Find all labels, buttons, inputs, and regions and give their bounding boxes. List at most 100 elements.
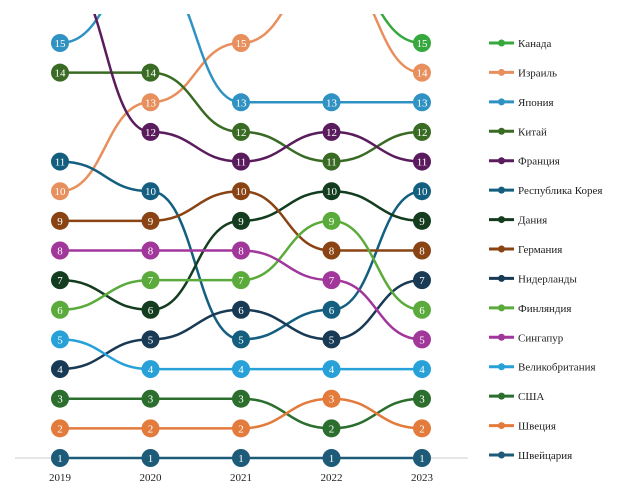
data-point-marker xyxy=(322,419,341,438)
data-point-marker xyxy=(413,211,431,230)
data-label: 9 xyxy=(238,216,244,228)
data-point: 5 xyxy=(413,330,431,349)
legend-item: Франция xyxy=(489,156,560,168)
data-point: 7 xyxy=(413,271,431,290)
legend-item: Дания xyxy=(489,215,547,227)
data-label: 12 xyxy=(145,127,156,139)
data-label: 1 xyxy=(329,453,335,465)
data-label: 8 xyxy=(419,246,425,258)
data-label: 13 xyxy=(326,97,338,109)
data-point-marker xyxy=(232,211,250,230)
data-point: 1 xyxy=(322,449,341,467)
series-lines xyxy=(59,14,423,460)
data-point: 6 xyxy=(413,300,431,319)
series-line xyxy=(60,71,423,163)
data-point: 2 xyxy=(51,419,69,438)
data-point: 13 xyxy=(322,93,341,112)
legend-item: Великобритания xyxy=(489,362,596,374)
data-point-marker xyxy=(322,211,341,230)
data-point-marker xyxy=(51,330,69,349)
legend-label: Франция xyxy=(518,156,560,168)
data-label: 1 xyxy=(148,453,154,465)
legend-item: Швеция xyxy=(489,421,556,433)
data-point: 2 xyxy=(141,419,160,438)
legend-label: Дания xyxy=(518,215,547,227)
data-point: 7 xyxy=(232,271,250,290)
data-label: 1 xyxy=(419,453,425,465)
data-label: 10 xyxy=(55,186,67,198)
series-line xyxy=(59,219,423,312)
data-point: 8 xyxy=(413,241,431,260)
legend-dot xyxy=(498,98,505,106)
data-point-marker xyxy=(232,241,250,260)
series-line xyxy=(380,14,423,45)
data-label: 4 xyxy=(148,364,154,376)
data-point: 9 xyxy=(322,211,341,230)
data-label: 5 xyxy=(419,334,425,346)
data-point: 8 xyxy=(232,241,250,260)
data-point: 3 xyxy=(413,389,431,408)
data-point-marker xyxy=(232,182,250,201)
legend-dot xyxy=(498,363,505,371)
series-line xyxy=(60,397,423,430)
data-label: 7 xyxy=(329,275,335,287)
data-label: 3 xyxy=(419,394,425,406)
data-point-marker xyxy=(141,449,160,467)
data-point-marker xyxy=(51,34,69,52)
data-label: 15 xyxy=(417,38,429,50)
legend-item: Республика Корея xyxy=(489,185,603,197)
data-label: 14 xyxy=(145,68,157,80)
data-label: 14 xyxy=(417,68,429,80)
data-label: 7 xyxy=(238,275,244,287)
data-point: 5 xyxy=(51,330,69,349)
legend-label: Япония xyxy=(518,97,554,109)
data-point: 6 xyxy=(322,300,341,319)
data-point-marker xyxy=(322,122,341,141)
legend-label: Германия xyxy=(518,244,562,256)
legend-dot xyxy=(498,216,505,224)
data-point-marker xyxy=(413,419,431,438)
data-label: 13 xyxy=(145,97,157,109)
data-point: 9 xyxy=(141,211,160,230)
data-point-marker xyxy=(413,389,431,408)
data-point: 11 xyxy=(413,152,431,171)
data-point-marker xyxy=(51,211,69,230)
data-label: 7 xyxy=(148,275,154,287)
data-point-marker xyxy=(413,34,431,52)
legend: Канада Израиль Япония Китай Франция Республик… xyxy=(489,38,603,462)
legend-dot xyxy=(498,186,505,194)
legend-label: Великобритания xyxy=(518,362,596,374)
legend-dot xyxy=(498,68,505,76)
data-label: 6 xyxy=(238,305,244,317)
series-line xyxy=(93,14,423,163)
data-point: 1 xyxy=(51,449,69,467)
legend-dot xyxy=(498,274,505,282)
data-point: 10 xyxy=(232,182,250,201)
legend-item: Германия xyxy=(489,244,562,256)
data-point: 13 xyxy=(141,93,160,112)
data-point: 9 xyxy=(51,211,69,230)
legend-item: Нидерланды xyxy=(489,273,578,285)
data-label: 6 xyxy=(148,305,154,317)
series-line xyxy=(59,14,422,104)
data-point-marker xyxy=(413,122,431,141)
data-point: 10 xyxy=(51,182,69,201)
data-point-marker xyxy=(232,122,250,141)
data-point-marker xyxy=(232,300,250,319)
legend-label: Республика Корея xyxy=(518,185,603,197)
data-label: 6 xyxy=(57,305,63,317)
data-point-marker xyxy=(413,360,431,379)
data-label: 7 xyxy=(419,275,425,287)
data-label: 11 xyxy=(417,157,428,169)
data-point: 3 xyxy=(322,389,341,408)
data-point-marker xyxy=(232,93,250,112)
data-point: 13 xyxy=(232,93,250,112)
data-point: 8 xyxy=(141,241,160,260)
legend-dot xyxy=(498,333,505,341)
x-tick-label: 2019 xyxy=(49,472,72,484)
data-point-marker xyxy=(322,360,341,379)
legend-label: Китай xyxy=(518,126,547,138)
data-point-marker xyxy=(413,152,431,171)
data-point: 3 xyxy=(141,389,160,408)
